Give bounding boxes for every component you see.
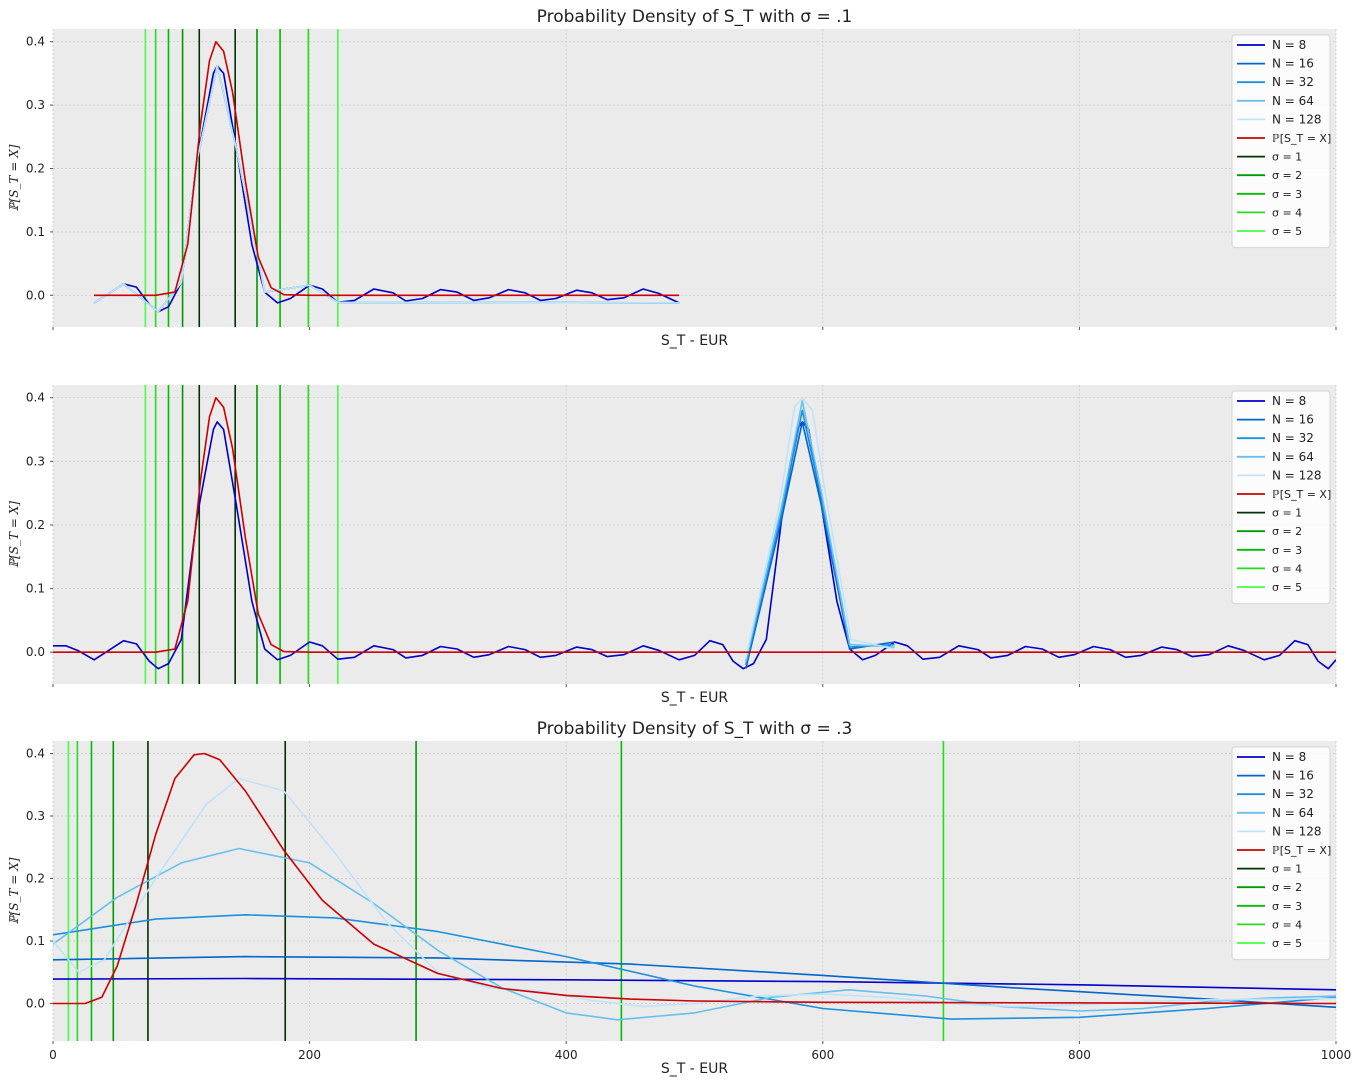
legend-entry-n-8: N = 8 — [1272, 394, 1306, 408]
series-line-n-8 — [53, 421, 1336, 670]
legend-entry-n-16: N = 16 — [1272, 413, 1314, 427]
legend-entry-n-128: N = 128 — [1272, 824, 1322, 838]
series-line-n-8 — [53, 977, 1336, 991]
y-tick-label: 0.4 — [26, 35, 45, 49]
series-line-n-128 — [93, 65, 680, 313]
y-tick-label: 0.3 — [26, 809, 45, 823]
legend-entry-2: σ = 2 — [1272, 881, 1302, 894]
y-axis-label: ℙ[S_T = X] — [7, 144, 21, 211]
y-tick-label: 0.1 — [26, 225, 45, 239]
legend-entry-n-8: N = 8 — [1272, 750, 1306, 764]
legend-entry-4: σ = 4 — [1272, 206, 1302, 219]
legend-entry-2: σ = 2 — [1272, 169, 1302, 182]
legend-entry-4: σ = 4 — [1272, 562, 1302, 575]
legend-entry-3: σ = 3 — [1272, 544, 1302, 557]
legend-entry-4: σ = 4 — [1272, 918, 1302, 931]
series-line-n-64 — [53, 847, 1336, 1021]
x-tick-label: 200 — [298, 1048, 321, 1062]
legend-entry-3: σ = 3 — [1272, 900, 1302, 913]
x-axis-label: S_T - EUR — [661, 333, 728, 349]
y-tick-label: 0.3 — [26, 454, 45, 468]
legend-entry-s-t-x: ℙ[S_T = X] — [1272, 844, 1331, 857]
series-line-s-t-x — [94, 40, 680, 297]
plot-content — [53, 385, 1336, 684]
legend-entry-1: σ = 1 — [1272, 507, 1302, 520]
y-tick-label: 0.2 — [26, 872, 45, 886]
legend-entry-n-32: N = 32 — [1272, 75, 1314, 89]
y-tick-label: 0.2 — [26, 161, 45, 175]
y-tick-label: 0.4 — [26, 391, 45, 405]
x-tick-label: 1000 — [1321, 1048, 1352, 1062]
legend: N = 8 N = 16 N = 32 N = 64 N = 128 ℙ[S_T = X]… — [1231, 746, 1331, 961]
legend-entry-n-64: N = 64 — [1272, 94, 1314, 108]
legend-entry-n-64: N = 64 — [1272, 806, 1314, 820]
x-axis-label: S_T - EUR — [661, 1061, 728, 1077]
y-axis-label: ℙ[S_T = X] — [7, 857, 21, 924]
y-tick-label: 0.1 — [26, 582, 45, 596]
legend-entry-1: σ = 1 — [1272, 151, 1302, 164]
y-axis-label: ℙ[S_T = X] — [7, 501, 21, 568]
legend-entry-2: σ = 2 — [1272, 525, 1302, 538]
series-line-n-128 — [745, 396, 895, 659]
chart-title: Probability Density of S_T with σ = .1 — [537, 7, 853, 27]
series-line-n-16 — [745, 421, 895, 669]
x-tick-label: 0 — [49, 1048, 57, 1062]
legend-entry-n-32: N = 32 — [1272, 787, 1314, 801]
series-line-n-32 — [53, 914, 1336, 1020]
chart-title: Probability Density of S_T with σ = .3 — [537, 719, 853, 739]
plot-content — [53, 741, 1336, 1041]
y-tick-label: 0.0 — [26, 288, 45, 302]
series-line-s-t-x — [53, 752, 1336, 1005]
legend-entry-1: σ = 1 — [1272, 863, 1302, 876]
legend-entry-n-16: N = 16 — [1272, 57, 1314, 71]
legend-entry-s-t-x: ℙ[S_T = X] — [1272, 132, 1331, 145]
series-line-s-t-x — [53, 396, 1336, 653]
legend-entry-n-32: N = 32 — [1272, 431, 1314, 445]
x-tick-label: 800 — [1068, 1048, 1091, 1062]
y-tick-label: 0.4 — [26, 747, 45, 761]
legend-entry-n-128: N = 128 — [1272, 112, 1322, 126]
legend-entry-5: σ = 5 — [1272, 937, 1302, 950]
legend: N = 8 N = 16 N = 32 N = 64 N = 128 ℙ[S_T = X]… — [1231, 390, 1331, 605]
legend-entry-n-8: N = 8 — [1272, 38, 1306, 52]
x-axis-label: S_T - EUR — [661, 690, 728, 706]
y-tick-label: 0.0 — [26, 997, 45, 1011]
chart-panel-3: 0.0 0.1 0.2 0.3 0.4 0 200 400 600 800 1000 S_T - EU… — [7, 719, 1352, 1077]
grid — [52, 29, 1337, 327]
chart-panel-1: 0.0 0.1 0.2 0.3 0.4 S_T - EUR ℙ[S_T = X] Probab… — [7, 7, 1337, 349]
y-tick-label: 0.0 — [26, 645, 45, 659]
plot-content — [93, 29, 680, 327]
legend-entry-n-64: N = 64 — [1272, 450, 1314, 464]
x-tick-label: 600 — [811, 1048, 834, 1062]
series-line-n-16 — [53, 955, 1336, 1009]
y-tick-label: 0.1 — [26, 934, 45, 948]
y-tick-label: 0.2 — [26, 518, 45, 532]
legend: N = 8 N = 16 N = 32 N = 64 N = 128 ℙ[S_T = X]… — [1231, 34, 1331, 249]
grid — [52, 385, 1337, 684]
legend-entry-s-t-x: ℙ[S_T = X] — [1272, 488, 1331, 501]
series-line-n-64 — [745, 400, 895, 662]
legend-entry-3: σ = 3 — [1272, 188, 1302, 201]
legend-entry-5: σ = 5 — [1272, 581, 1302, 594]
legend-entry-n-128: N = 128 — [1272, 468, 1322, 482]
series-line-n-8 — [93, 65, 680, 313]
series-line-n-32 — [745, 409, 895, 666]
plot-area — [53, 741, 1336, 1041]
x-tick-label: 400 — [555, 1048, 578, 1062]
legend-entry-5: σ = 5 — [1272, 225, 1302, 238]
y-tick-label: 0.3 — [26, 98, 45, 112]
legend-entry-n-16: N = 16 — [1272, 769, 1314, 783]
